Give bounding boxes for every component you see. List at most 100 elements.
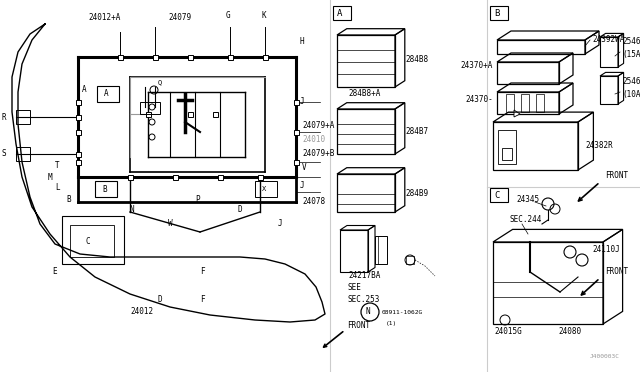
Text: K: K	[262, 10, 267, 19]
Text: 24010: 24010	[302, 135, 325, 144]
Bar	[490, 188, 508, 202]
Bar	[498, 130, 516, 164]
Bar	[76, 151, 81, 157]
Text: W: W	[168, 219, 173, 228]
Text: C: C	[85, 237, 90, 247]
Text: R: R	[2, 112, 6, 122]
Text: B: B	[66, 196, 70, 205]
Bar	[70, 225, 114, 257]
Bar	[536, 94, 544, 112]
Text: T: T	[55, 161, 60, 170]
Text: A: A	[337, 9, 342, 17]
Bar	[506, 94, 514, 112]
Bar	[16, 110, 30, 124]
Text: F: F	[200, 267, 205, 276]
Text: 24015G: 24015G	[494, 327, 522, 337]
Text: 24079+B: 24079+B	[302, 150, 334, 158]
Bar	[95, 181, 117, 197]
Text: FRONT: FRONT	[605, 171, 628, 180]
Text: F: F	[200, 295, 205, 305]
Text: 24079+A: 24079+A	[302, 121, 334, 129]
Text: J400003C: J400003C	[590, 353, 620, 359]
Text: FRONT: FRONT	[347, 321, 370, 330]
Bar	[406, 256, 414, 264]
Text: 24079: 24079	[168, 13, 191, 22]
Text: B: B	[102, 185, 107, 193]
Text: 08911-1062G: 08911-1062G	[382, 310, 423, 314]
Text: 24345: 24345	[516, 196, 539, 205]
Text: B: B	[494, 9, 499, 17]
Text: L: L	[55, 183, 60, 192]
Text: 24012: 24012	[130, 308, 153, 317]
Text: SEC.253: SEC.253	[348, 295, 380, 305]
Bar	[262, 55, 268, 60]
Bar	[255, 181, 277, 197]
Bar	[188, 55, 193, 60]
Text: FRONT: FRONT	[605, 267, 628, 276]
Bar	[173, 174, 177, 180]
Text: 284B8+A: 284B8+A	[348, 90, 380, 99]
Text: 24078: 24078	[302, 198, 325, 206]
Bar	[375, 236, 387, 264]
Bar	[118, 55, 122, 60]
Text: Q: Q	[158, 79, 163, 85]
Bar	[521, 94, 529, 112]
Text: J: J	[300, 182, 305, 190]
Text: (15A): (15A)	[622, 49, 640, 58]
Text: D: D	[238, 205, 243, 215]
Bar	[227, 55, 232, 60]
Bar	[188, 112, 193, 116]
Bar	[294, 99, 298, 105]
Text: 24392WA: 24392WA	[592, 35, 625, 44]
Bar	[152, 55, 157, 60]
Text: J: J	[300, 97, 305, 106]
Bar	[333, 6, 351, 20]
Bar	[62, 216, 124, 264]
Text: 284B7: 284B7	[405, 128, 428, 137]
Bar	[76, 99, 81, 105]
Bar	[490, 6, 508, 20]
Text: H: H	[300, 38, 305, 46]
Bar	[76, 129, 81, 135]
Bar	[294, 129, 298, 135]
Text: 25466: 25466	[622, 38, 640, 46]
Bar	[145, 112, 150, 116]
Text: 284B8: 284B8	[405, 55, 428, 64]
Bar	[76, 115, 81, 119]
Bar	[502, 148, 512, 160]
Bar	[294, 160, 298, 164]
Text: G: G	[226, 10, 230, 19]
Bar	[257, 174, 262, 180]
Text: 24382R: 24382R	[585, 141, 612, 151]
Text: X: X	[262, 186, 266, 192]
Text: 24080: 24080	[558, 327, 581, 337]
Polygon shape	[514, 110, 520, 117]
Text: 24110J: 24110J	[592, 246, 620, 254]
Text: A: A	[82, 86, 86, 94]
Text: 25461: 25461	[622, 77, 640, 87]
Bar	[212, 112, 218, 116]
Text: 24370+A: 24370+A	[461, 61, 493, 70]
Text: E: E	[52, 267, 56, 276]
Bar	[97, 86, 119, 102]
Text: C: C	[494, 190, 499, 199]
Text: 24012+A: 24012+A	[88, 13, 120, 22]
Text: 24370-: 24370-	[465, 96, 493, 105]
Text: P: P	[195, 196, 200, 205]
Text: (1): (1)	[386, 321, 397, 327]
Text: D: D	[158, 295, 163, 305]
Text: S: S	[2, 150, 6, 158]
Text: SEE: SEE	[348, 283, 362, 292]
Text: A: A	[104, 90, 109, 99]
Text: 24217BA: 24217BA	[348, 272, 380, 280]
Text: SEC.244: SEC.244	[510, 215, 542, 224]
Text: M: M	[48, 173, 52, 182]
Text: N: N	[366, 308, 371, 317]
Bar	[76, 160, 81, 164]
Bar	[218, 174, 223, 180]
Text: J: J	[278, 219, 283, 228]
Text: V: V	[302, 163, 307, 171]
Bar	[16, 147, 30, 161]
Text: 284B9: 284B9	[405, 189, 428, 199]
Bar	[140, 102, 160, 114]
